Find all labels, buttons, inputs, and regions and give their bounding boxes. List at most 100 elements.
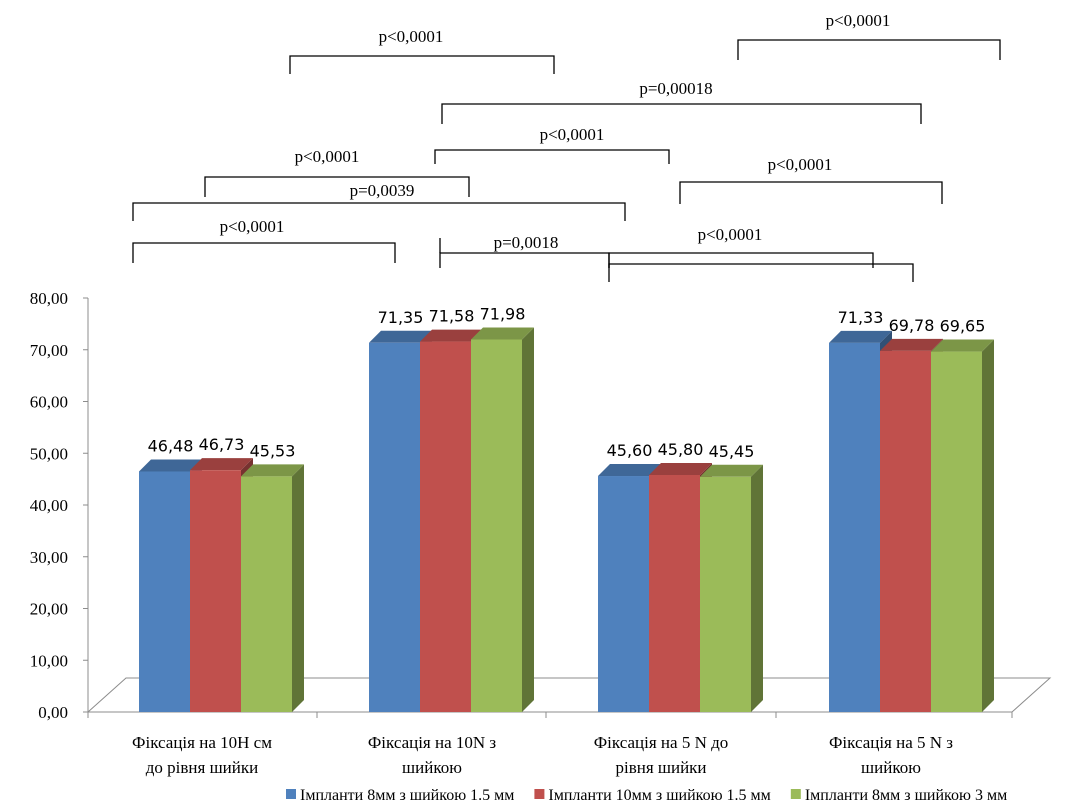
data-label: 45,45	[709, 442, 755, 461]
x-category-label: Фіксація на 5 N з	[829, 733, 953, 752]
legend-swatch	[286, 789, 296, 799]
x-category-label: шийкою	[402, 758, 462, 777]
y-tick-label: 80,00	[30, 289, 68, 308]
bar-top	[649, 462, 712, 475]
bar-top	[700, 464, 763, 477]
data-label: 45,80	[658, 440, 704, 459]
legend-label: Імпланти 8мм з шийкою 1.5 мм	[300, 787, 514, 804]
bracket-line	[132, 202, 626, 221]
significance-bracket	[289, 55, 555, 74]
significance-bracket	[737, 39, 1001, 60]
bar-side	[982, 339, 994, 712]
bracket-line	[439, 252, 610, 268]
bar-front	[931, 351, 982, 712]
y-tick-label: 40,00	[30, 496, 68, 515]
p-value-label: p<0,0001	[698, 225, 763, 244]
bar-side	[522, 327, 534, 712]
data-label: 71,33	[838, 308, 884, 327]
y-tick-label: 60,00	[30, 393, 68, 412]
bar-3-2	[471, 327, 534, 712]
bar-front	[829, 342, 880, 712]
y-tick-label: 20,00	[30, 600, 68, 619]
data-label: 71,98	[480, 305, 526, 324]
bar-top	[829, 330, 892, 343]
significance-bracket	[132, 202, 626, 221]
legend-swatch	[790, 789, 801, 799]
x-category-label: Фіксація на 10Н см	[132, 733, 272, 752]
y-tick-label: 10,00	[30, 651, 68, 670]
significance-bracket	[441, 103, 922, 124]
bar-top	[139, 459, 202, 472]
data-label: 46,73	[199, 435, 245, 454]
data-label: 69,78	[889, 316, 935, 335]
significance-bracket	[608, 263, 914, 282]
legend-label: Імпланти 8мм з шийкою 3 мм	[805, 787, 1007, 804]
bar-top	[420, 329, 483, 342]
y-tick-label: 0,00	[38, 703, 68, 722]
bar-top	[241, 464, 304, 477]
bracket-line	[289, 55, 555, 74]
legend-swatch	[534, 789, 545, 799]
significance-bracket	[679, 181, 943, 204]
bar-3-3	[700, 464, 763, 712]
bracket-line	[441, 103, 922, 124]
bar-front	[369, 342, 420, 712]
data-label: 46,48	[148, 436, 194, 455]
bar-top	[880, 338, 943, 351]
p-value-label: p=0,0018	[494, 233, 559, 252]
bracket-line	[132, 242, 396, 263]
data-label: 71,35	[378, 308, 424, 327]
data-label: 71,58	[429, 307, 475, 326]
significance-bracket	[204, 176, 470, 197]
bar-3-4	[931, 339, 994, 712]
bar-front	[598, 476, 649, 712]
y-tick-label: 50,00	[30, 444, 68, 463]
bar-top	[471, 327, 534, 340]
bracket-line	[608, 252, 874, 268]
data-label: 69,65	[940, 317, 986, 336]
p-value-label: p=0,0039	[350, 181, 415, 200]
p-value-label: p<0,0001	[379, 27, 444, 46]
significance-bracket	[434, 149, 670, 164]
bar-front	[700, 476, 751, 712]
bar-front	[420, 341, 471, 712]
bracket-line	[608, 263, 914, 282]
bar-side	[751, 464, 763, 712]
bar-front	[471, 339, 522, 712]
y-tick-label: 70,00	[30, 341, 68, 360]
bracket-line	[204, 176, 470, 197]
x-category-label: до рівня шийки	[146, 758, 258, 777]
legend-label: Імпланти 10мм з шийкою 1.5 мм	[548, 787, 770, 804]
bar-front	[139, 471, 190, 712]
bar-front	[241, 476, 292, 712]
data-label: 45,60	[607, 441, 653, 460]
bar-front	[880, 350, 931, 712]
bracket-line	[737, 39, 1001, 60]
y-tick-label: 30,00	[30, 548, 68, 567]
significance-bracket	[132, 242, 396, 263]
p-value-label: p<0,0001	[220, 217, 285, 236]
p-value-label: p<0,0001	[826, 11, 891, 30]
bar-top	[190, 458, 253, 471]
bracket-line	[434, 149, 670, 164]
bar-top	[931, 339, 994, 352]
data-label: 45,53	[250, 441, 296, 460]
bar-3-1	[241, 464, 304, 712]
p-value-label: p=0,00018	[639, 79, 712, 98]
bar-top	[369, 330, 432, 343]
bar-side	[292, 464, 304, 712]
bar-front	[190, 470, 241, 712]
x-category-label: Фіксація на 10N з	[368, 733, 497, 752]
bar-front	[649, 474, 700, 712]
p-value-label: p<0,0001	[540, 125, 605, 144]
x-category-label: рівня шийки	[615, 758, 706, 777]
x-category-label: шийкою	[861, 758, 921, 777]
significance-bracket	[608, 252, 874, 268]
bracket-line	[679, 181, 943, 204]
x-category-label: Фіксація на 5 N до	[594, 733, 729, 752]
bar-top	[598, 464, 661, 477]
p-value-label: p<0,0001	[768, 155, 833, 174]
p-value-label: p<0,0001	[295, 147, 360, 166]
